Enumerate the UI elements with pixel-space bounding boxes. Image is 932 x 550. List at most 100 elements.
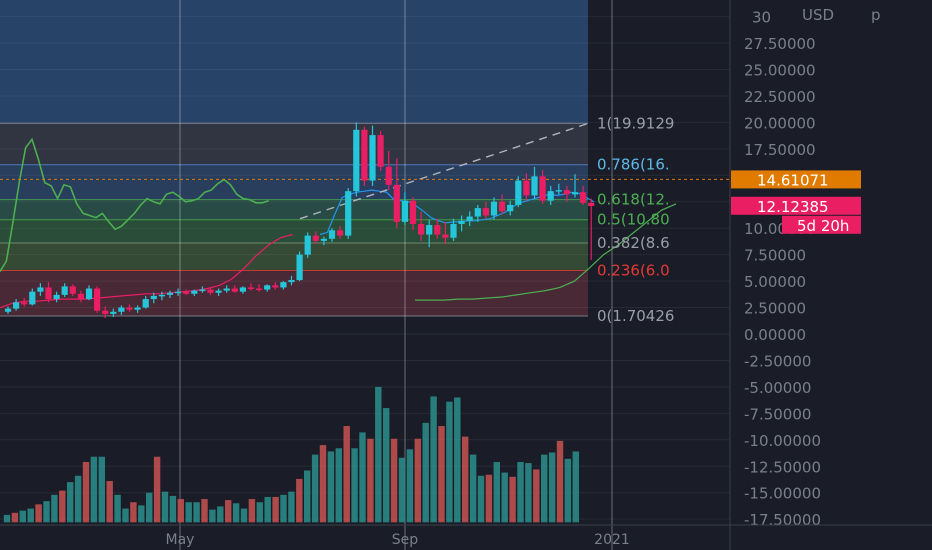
volume-bar [517,462,524,523]
candle-body [183,291,190,294]
candle-body [85,288,93,300]
candle-body [142,299,149,308]
volume-bar [493,462,500,523]
y-tick-label: 20.00000 [744,114,816,132]
candle-body [207,289,214,293]
volume-bar [406,449,414,523]
volume-bar [375,386,382,523]
candle-body [442,234,449,238]
candle-body [588,202,595,206]
y-tick-label: -12.50000 [744,458,821,476]
volume-bar [272,496,279,523]
candle-body [377,135,384,167]
y-tick-label: 5.00000 [744,273,806,291]
candle-body [45,287,52,300]
fib-band-3 [0,219,588,244]
fib-band-0 [0,123,588,165]
volume-bar [414,438,421,523]
y-tick-label: 7.50000 [744,247,806,265]
volume-bar [446,401,453,523]
currency-header: USD p [802,6,881,24]
volume-bar [343,426,350,523]
volume-bars [3,386,579,523]
x-tick-label: 2021 [594,532,630,548]
volume-bar [27,508,34,523]
candle-body [256,288,263,291]
candle-body [393,184,400,222]
volume-bar [327,451,335,523]
candle-body [215,290,222,293]
fib-extension-band [0,0,588,124]
fib-label-1: 1(19.9129 [597,114,674,132]
volume-bar [51,494,58,523]
y-tick-label: 17.50000 [744,141,816,159]
fib-band-4 [0,243,588,271]
x-tick-label: Sep [392,532,419,548]
candle-body [458,220,465,224]
candle-body [466,216,473,221]
candle-body [118,307,125,312]
countdown-tag [782,215,861,234]
candle-body [507,204,514,212]
candle-body [523,180,530,196]
candle-body [37,287,44,292]
volume-bar [304,470,311,523]
candle-body [482,208,489,216]
candle-body [134,307,141,310]
volume-bar [74,475,82,523]
volume-bar [82,462,90,523]
candle-body [288,280,295,283]
candle-body [21,302,28,305]
volume-bar [533,469,540,523]
volume-bar [209,509,216,523]
candle-body [515,180,522,205]
candle-body [580,192,587,203]
candle-body [272,285,279,288]
fib-label-0.5: 0.5(10.80 [597,211,670,229]
candle-body [126,307,133,310]
currency-label: USD [802,6,834,24]
volume-bar [59,490,66,523]
price-tag-orange [731,170,861,189]
volume-bar [454,397,461,523]
x-tick-label: May [166,532,195,548]
volume-bar [67,482,74,523]
candle-body [223,288,230,291]
candle-body [280,282,287,288]
volume-bar [564,458,572,523]
volume-bar [130,502,137,523]
volume-bar [367,438,374,523]
y-tick-label: -7.50000 [744,405,811,423]
volume-bar [398,457,406,523]
candle-body [361,129,368,181]
candle-body [264,285,271,290]
fib-band-1 [0,164,588,200]
candle-body [102,310,109,314]
candle-body [13,302,20,309]
candle-body [231,288,238,292]
ma-long-line [415,203,677,301]
candle-body [353,129,360,192]
candle-body [539,176,546,201]
volume-bar [35,504,42,523]
candle-body [166,292,174,295]
y-tick-label: 22.50000 [744,88,816,106]
candle-body [547,191,554,201]
fib-label-0.786: 0.786(16. [597,156,670,174]
volume-bar [146,492,153,523]
fib-labels: 1(19.9129 0.786(16. 0.618(12. 0.5(10.80 0.38… [597,114,674,325]
candle-body [401,200,408,222]
fib-label-0.236: 0.236(6.0 [597,262,670,280]
trend-line [299,122,589,220]
y-tick-label: 0.00000 [744,326,806,344]
candle-body [150,295,157,300]
volume-bar [477,475,485,523]
y-tick-label: 30 [752,9,771,27]
volume-bar [280,494,287,523]
candle-body [385,166,392,185]
candle-body [110,311,117,314]
countdown-label: 5d 20h [797,217,849,235]
candle-body [434,225,441,235]
fib-band-2 [0,199,588,220]
